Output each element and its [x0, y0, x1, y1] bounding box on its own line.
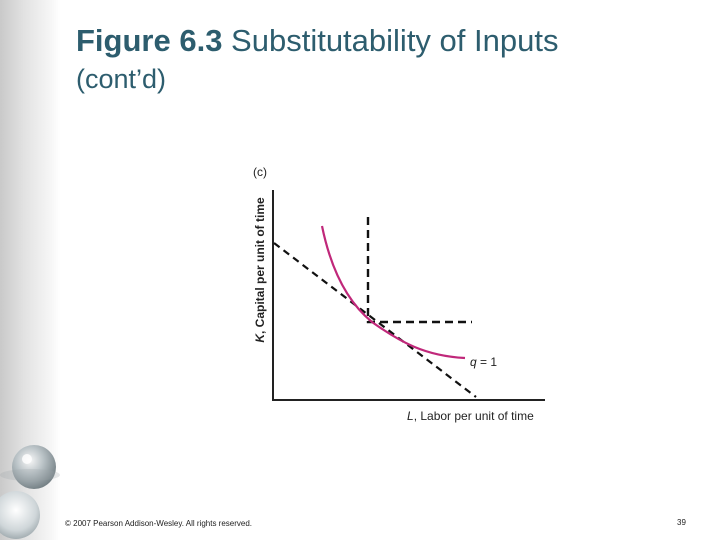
dashed-fixed-proportions-isoquant	[366, 217, 472, 324]
page-number: 39	[677, 518, 686, 527]
slide-title: Figure 6.3 Substitutability of Inputs	[76, 22, 558, 59]
y-axis-variable: K	[253, 334, 267, 343]
x-axis-variable: L	[407, 409, 414, 423]
figure-number: Figure 6.3	[76, 23, 223, 58]
isoquant-value: = 1	[476, 355, 498, 369]
copyright-footer: © 2007 Pearson Addison-Wesley. All right…	[65, 519, 253, 528]
isoquant-variable: q	[470, 355, 477, 369]
dashed-linear-isoquant	[273, 242, 477, 398]
y-axis-label: K, Capital per unit of time	[253, 197, 267, 342]
y-axis-text: , Capital per unit of time	[253, 197, 267, 335]
isoquant-label: q = 1	[470, 355, 497, 369]
marble-decoration	[0, 445, 62, 540]
convex-isoquant-curve	[320, 225, 466, 360]
figure-title-text: Substitutability of Inputs	[222, 23, 559, 58]
slide-subtitle: (cont’d)	[76, 64, 167, 94]
x-axis-text: , Labor per unit of time	[413, 409, 534, 423]
x-axis-label: L, Labor per unit of time	[407, 409, 534, 423]
panel-label: (c)	[253, 165, 267, 179]
